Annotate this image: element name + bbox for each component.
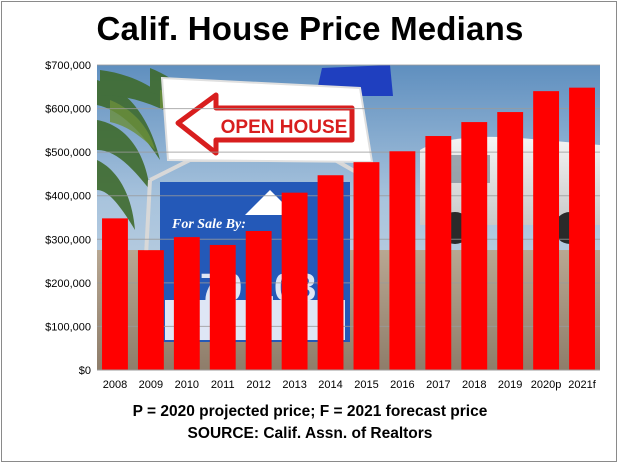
y-axis-labels: $0 $100,000 $200,000 $300,000 $400,000 $500,0…: [45, 60, 91, 377]
bar-2011: [209, 244, 236, 370]
x-tick-label: 2010: [175, 379, 199, 391]
x-tick-label: 2012: [246, 379, 270, 391]
bar-2012: [245, 231, 272, 370]
bar-2014: [317, 175, 344, 370]
open-house-text: OPEN HOUSE: [221, 117, 348, 138]
bar-2015: [353, 162, 380, 370]
x-tick-label: 2008: [103, 379, 127, 391]
bar-2018: [461, 122, 488, 370]
bar-2013: [281, 192, 308, 370]
x-tick-label: 2018: [462, 379, 486, 391]
x-tick-label: 2013: [282, 379, 306, 391]
x-tick-label: 2011: [211, 379, 235, 391]
open-house-sign: OPEN HOUSE: [160, 76, 374, 164]
y-tick-label: $0: [79, 365, 91, 377]
x-tick-label: 2019: [498, 379, 522, 391]
bar-2016: [389, 151, 416, 370]
x-tick-label: 2017: [426, 379, 450, 391]
y-tick-label: $100,000: [45, 321, 91, 333]
y-tick-label: $600,000: [45, 104, 91, 116]
for-sale-by-text: For Sale By:: [171, 217, 246, 232]
bar-2008: [102, 218, 128, 370]
bars: [102, 87, 595, 371]
y-tick-label: $300,000: [45, 234, 91, 246]
y-tick-label: $200,000: [45, 278, 91, 290]
x-tick-label: 2014: [318, 379, 342, 391]
bar-2009: [137, 250, 164, 370]
x-axis-labels: 2008 2009 2010 2011 2012 2013 2014 2015 2016 2017…: [103, 379, 597, 391]
y-tick-label: $700,000: [45, 60, 91, 72]
bar-2017: [425, 136, 452, 370]
footnote-legend: P = 2020 projected price; F = 2021 forec…: [132, 403, 488, 420]
x-tick-label: 2021f: [568, 379, 596, 391]
bar-2020p: [533, 91, 560, 371]
x-tick-label: 2020p: [531, 379, 562, 391]
x-tick-label: 2016: [390, 379, 414, 391]
open-house-sign-photo: For Sale By: 70 1039 OPEN HOUSE: [97, 65, 600, 370]
chart-title: Calif. House Price Medians: [96, 10, 524, 47]
footnote-source: SOURCE: Calif. Assn. of Realtors: [187, 425, 433, 442]
bar-2021f: [569, 87, 595, 371]
y-tick-label: $500,000: [45, 147, 91, 159]
x-tick-label: 2009: [139, 379, 163, 391]
x-tick-label: 2015: [354, 379, 378, 391]
bar-2019: [497, 112, 524, 371]
y-tick-label: $400,000: [45, 191, 91, 203]
bar-2010: [173, 237, 200, 370]
